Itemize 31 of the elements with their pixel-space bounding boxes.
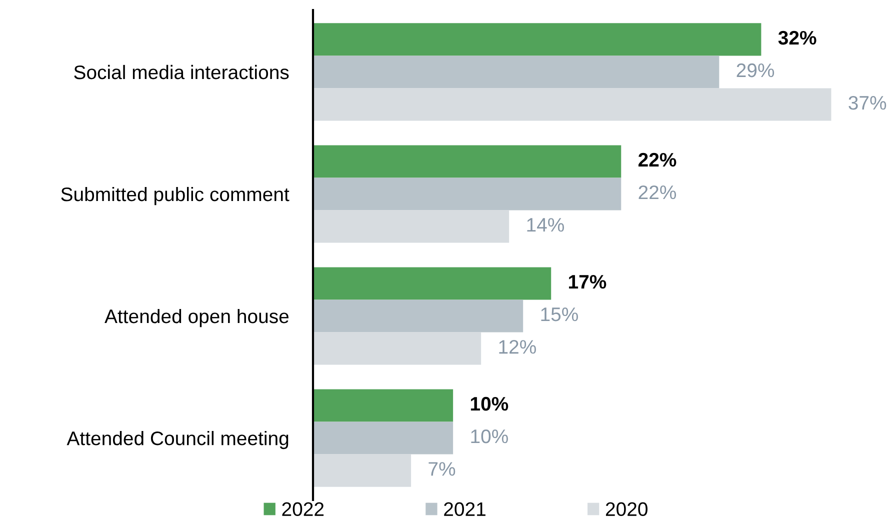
bar xyxy=(313,389,454,422)
y-tick-label: Submitted public comment xyxy=(61,186,290,206)
legend-label: 2022 xyxy=(282,502,324,516)
data-label: 37% xyxy=(848,96,886,110)
bar xyxy=(313,178,622,210)
data-label: 14% xyxy=(527,218,564,232)
legend-label: 2021 xyxy=(444,502,486,516)
legend-label: 2020 xyxy=(606,502,648,516)
data-label: 29% xyxy=(736,63,774,78)
bar xyxy=(313,210,510,243)
data-label: 12% xyxy=(499,340,536,354)
data-label: 22% xyxy=(638,185,676,200)
bar xyxy=(313,300,524,332)
data-label: 15% xyxy=(541,308,578,322)
data-label: 10% xyxy=(471,429,508,444)
y-tick-label: Attended Council meeting xyxy=(66,430,288,450)
bar xyxy=(313,145,622,178)
bar xyxy=(313,422,454,454)
bar xyxy=(313,454,412,487)
y-tick-label: Social media interactions xyxy=(74,64,289,80)
data-label: 7% xyxy=(428,462,456,476)
data-label: 22% xyxy=(638,152,676,167)
bar xyxy=(313,88,832,121)
bar xyxy=(313,332,482,365)
y-tick-label: Attended open house xyxy=(104,308,289,328)
bar xyxy=(313,267,552,300)
data-label: 32% xyxy=(778,30,816,45)
bar xyxy=(313,56,720,88)
bar xyxy=(313,23,762,56)
data-label: 17% xyxy=(568,274,606,289)
data-label: 10% xyxy=(470,396,508,411)
